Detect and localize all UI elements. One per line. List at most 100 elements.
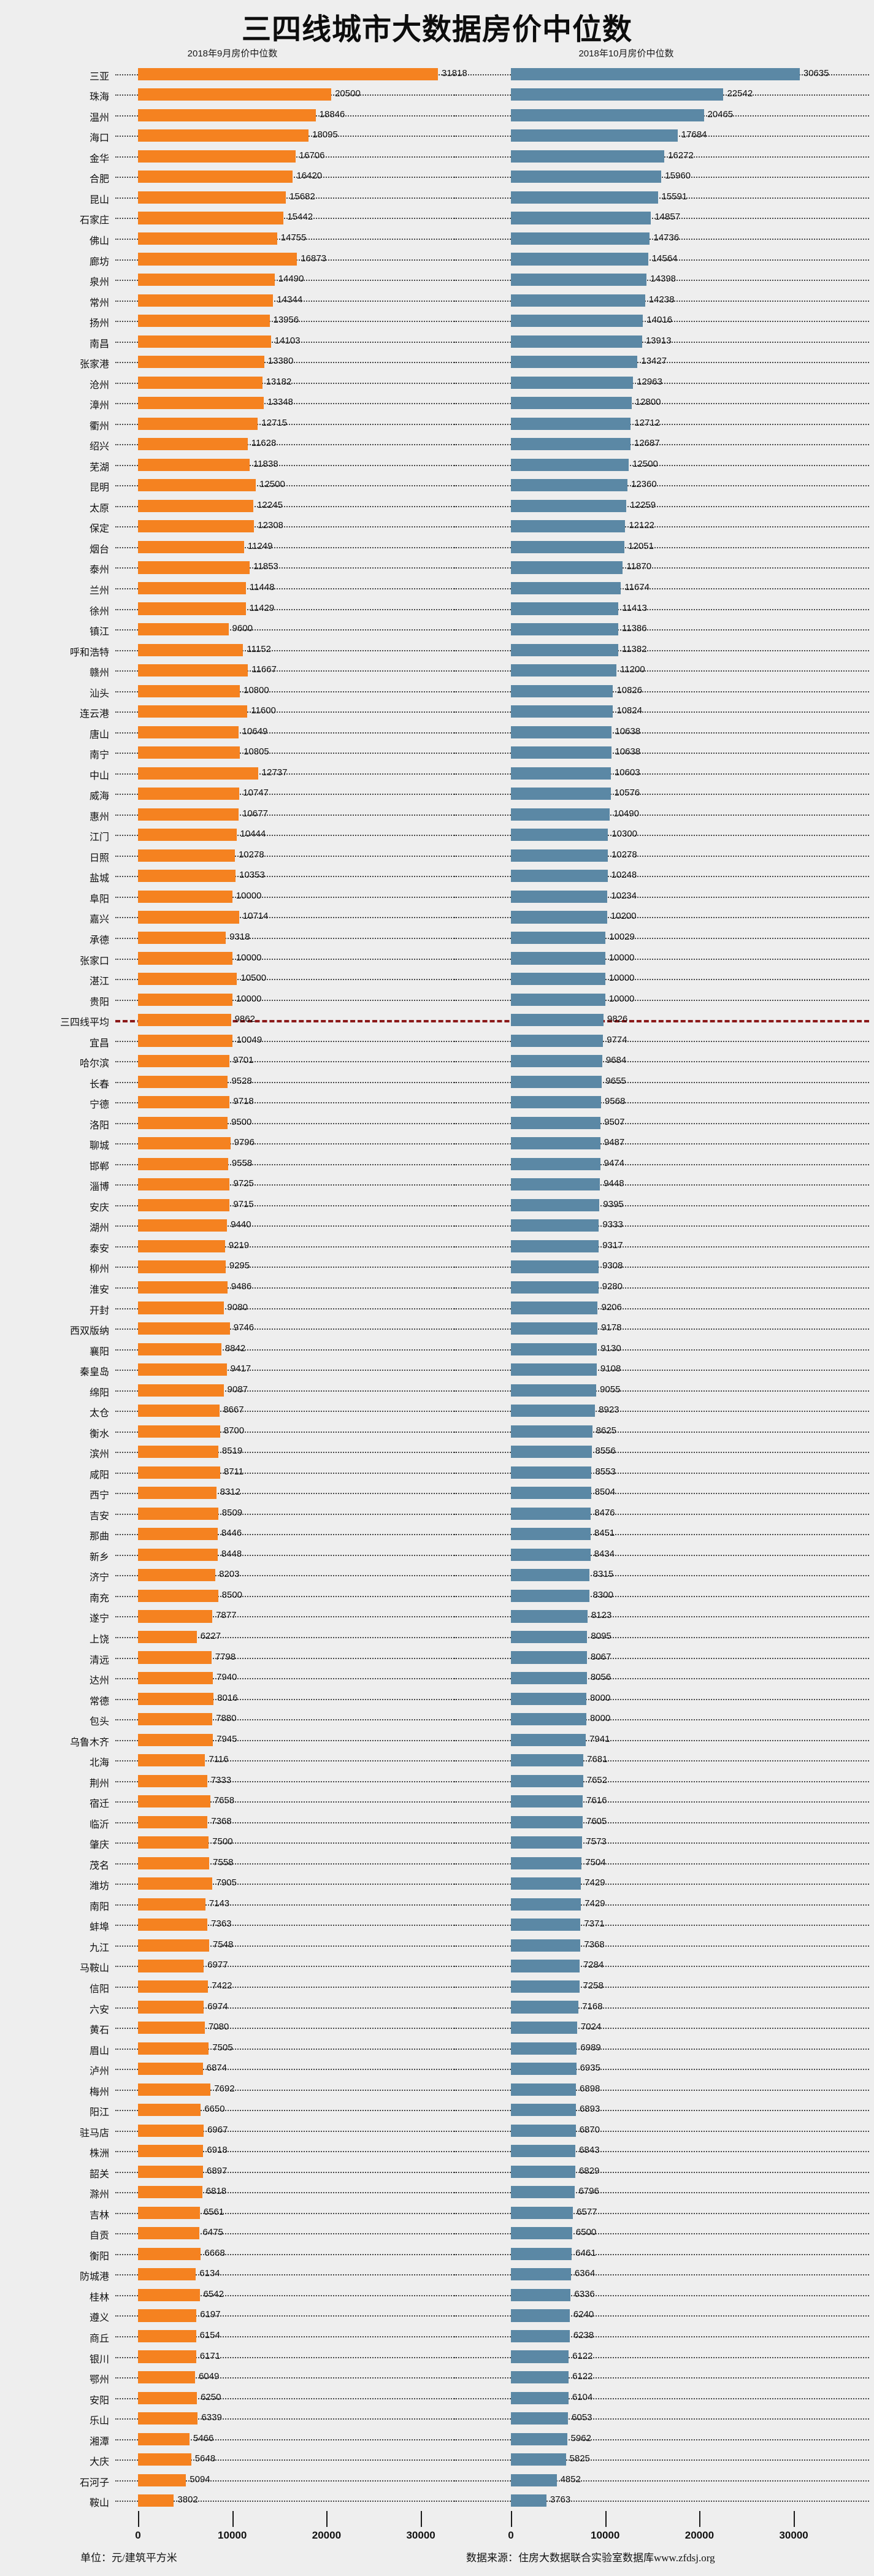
bar-september bbox=[138, 911, 239, 924]
chart-row: 昆山 15682 15591 bbox=[0, 187, 874, 208]
bar-value-september: 9725 bbox=[233, 1178, 254, 1189]
leader-line bbox=[115, 2151, 457, 2153]
bar-value-september: 7368 bbox=[211, 1815, 232, 1827]
bar-value-september: 6967 bbox=[207, 2124, 228, 2135]
bar-september bbox=[138, 2453, 191, 2466]
bar-value-september: 12245 bbox=[257, 499, 283, 510]
leader-line bbox=[115, 1595, 457, 1597]
bar-september bbox=[138, 376, 263, 389]
chart-row: 达州 7940 8056 bbox=[0, 1668, 874, 1689]
bar-september bbox=[138, 232, 277, 245]
bar-value-september: 10747 bbox=[243, 788, 269, 799]
leader-line bbox=[454, 2089, 869, 2091]
axis-tick-label: 20000 bbox=[312, 2529, 342, 2541]
leader-line bbox=[454, 1205, 869, 1206]
city-label: 新乡 bbox=[89, 1552, 109, 1563]
chart-row: 咸阳 8711 8553 bbox=[0, 1462, 874, 1483]
city-label: 防城港 bbox=[79, 2272, 109, 2283]
bar-october bbox=[511, 1405, 596, 1417]
bar-october bbox=[511, 417, 631, 430]
leader-line bbox=[454, 382, 869, 384]
bar-september bbox=[138, 356, 264, 369]
city-label: 秦皇岛 bbox=[79, 1367, 109, 1378]
bar-value-september: 10000 bbox=[236, 952, 262, 963]
bar-value-october: 6364 bbox=[574, 2268, 596, 2279]
chart-row: 扬州 13956 14016 bbox=[0, 310, 874, 331]
leader-line bbox=[115, 2192, 457, 2194]
leader-line bbox=[115, 835, 457, 837]
bar-september bbox=[138, 1507, 218, 1520]
chart-row: 连云港 11600 10824 bbox=[0, 701, 874, 722]
bar-october bbox=[511, 2165, 575, 2178]
city-label: 滁州 bbox=[89, 2190, 109, 2201]
bar-october bbox=[511, 2288, 571, 2301]
bar-october bbox=[511, 191, 658, 204]
bar-value-september: 7692 bbox=[214, 2083, 235, 2094]
city-label: 太仓 bbox=[89, 1408, 109, 1419]
bar-october bbox=[511, 2227, 572, 2240]
leader-line bbox=[115, 2315, 457, 2317]
city-label: 宜昌 bbox=[89, 1038, 109, 1049]
bar-value-september: 8016 bbox=[217, 1692, 238, 1703]
leader-line bbox=[454, 1966, 869, 1968]
chart-row: 九江 7548 7368 bbox=[0, 1935, 874, 1956]
chart-row: 长春 9528 9655 bbox=[0, 1071, 874, 1092]
bar-september bbox=[138, 1857, 210, 1869]
bar-value-september: 7363 bbox=[211, 1919, 232, 1930]
leader-line bbox=[115, 321, 457, 323]
axis-tick-label: 30000 bbox=[406, 2529, 435, 2541]
city-label: 清远 bbox=[89, 1655, 109, 1666]
leader-line bbox=[115, 2294, 457, 2296]
bar-value-october: 6104 bbox=[572, 2391, 593, 2402]
bar-value-october: 8000 bbox=[589, 1692, 611, 1703]
chart-row: 韶关 6897 6829 bbox=[0, 2161, 874, 2182]
bar-october bbox=[511, 458, 629, 471]
chart-row: 三亚 31818 30635 bbox=[0, 64, 874, 85]
bar-value-october: 8553 bbox=[595, 1466, 616, 1477]
leader-line bbox=[115, 794, 457, 795]
bar-october bbox=[511, 2001, 579, 2014]
average-row: 三四线平均 9862 9826 bbox=[0, 1010, 874, 1030]
city-label: 滨州 bbox=[89, 1449, 109, 1460]
leader-line bbox=[454, 2418, 869, 2420]
axis-tick-label: 0 bbox=[508, 2529, 514, 2541]
bar-value-october: 9308 bbox=[602, 1260, 623, 1271]
chart-row: 嘉兴 10714 10200 bbox=[0, 907, 874, 928]
bar-september bbox=[138, 191, 286, 204]
bar-october bbox=[511, 1198, 600, 1211]
bar-value-october: 6122 bbox=[572, 2350, 593, 2361]
data-source-note: 数据来源：住房大数据联合实验室数据库www.zfdsj.org bbox=[466, 2552, 715, 2564]
leader-line bbox=[454, 2315, 869, 2317]
leader-line bbox=[115, 2459, 457, 2461]
bar-value-september: 10049 bbox=[236, 1034, 263, 1045]
bar-september bbox=[138, 397, 264, 410]
city-label: 临沂 bbox=[89, 1819, 109, 1830]
chart-row: 湖州 9440 9333 bbox=[0, 1216, 874, 1236]
leader-line bbox=[454, 218, 869, 220]
bar-october bbox=[511, 2104, 576, 2117]
bar-september bbox=[138, 1240, 225, 1252]
leader-line bbox=[454, 711, 869, 713]
axis-tick bbox=[794, 2511, 795, 2527]
chart-row: 南宁 10805 10638 bbox=[0, 742, 874, 763]
bar-october bbox=[511, 1137, 600, 1150]
leader-line bbox=[454, 1411, 869, 1413]
leader-line bbox=[115, 2377, 457, 2379]
bar-september bbox=[138, 1528, 218, 1541]
leader-line bbox=[454, 855, 869, 857]
bar-october bbox=[511, 2247, 572, 2260]
bar-value-october: 10638 bbox=[615, 726, 641, 737]
city-label: 株洲 bbox=[89, 2149, 109, 2160]
bar-october bbox=[511, 2432, 567, 2445]
city-label: 常州 bbox=[89, 297, 109, 309]
bar-value-september: 14344 bbox=[277, 294, 303, 305]
bar-value-october: 10278 bbox=[611, 849, 637, 860]
chart-row: 珠海 20500 22542 bbox=[0, 85, 874, 105]
bar-september bbox=[138, 1919, 208, 1931]
leader-line bbox=[454, 896, 869, 898]
bar-october bbox=[511, 1939, 581, 1952]
chart-row: 贵阳 10000 10000 bbox=[0, 989, 874, 1010]
axis-tick bbox=[326, 2511, 328, 2527]
leader-line bbox=[454, 876, 869, 878]
chart-row: 遵义 6197 6240 bbox=[0, 2306, 874, 2326]
